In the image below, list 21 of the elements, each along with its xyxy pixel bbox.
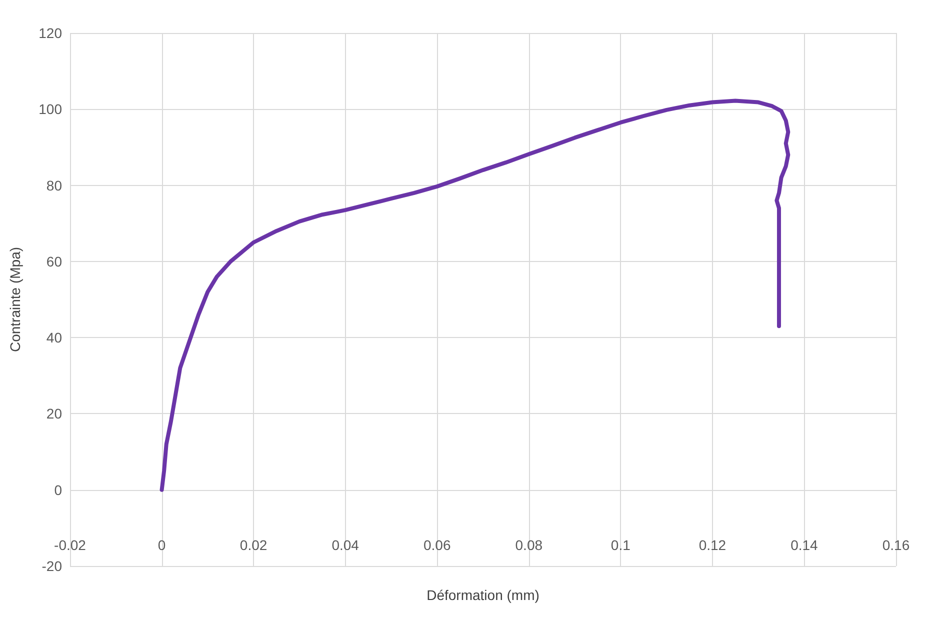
x-tick-label: 0.02 — [240, 537, 268, 553]
y-tick-label: 100 — [38, 101, 62, 118]
x-tick-label: 0.08 — [515, 537, 543, 553]
y-tick-label: -20 — [42, 558, 62, 574]
y-tick-label: 0 — [54, 482, 62, 498]
y-tick-label: 40 — [46, 330, 62, 346]
x-axis-title: Déformation (mm) — [426, 587, 540, 603]
x-tick-label: 0.1 — [610, 537, 631, 553]
y-tick-label: 80 — [46, 177, 62, 194]
x-tick-label: 0.14 — [790, 537, 818, 553]
y-axis-title: Contrainte (Mpa) — [7, 246, 23, 352]
y-tick-label: 120 — [38, 25, 62, 41]
x-tick-label: 0.04 — [332, 537, 360, 553]
x-tick-label: -0.02 — [54, 537, 86, 553]
y-tick-label: 60 — [46, 253, 62, 270]
line-series — [160, 98, 790, 492]
x-tick-label: 0.12 — [698, 537, 726, 553]
x-tick-label: 0 — [158, 537, 166, 553]
x-tick-label: 0.06 — [423, 537, 451, 553]
x-tick-label: 0.16 — [882, 537, 910, 553]
y-tick-label: 20 — [46, 406, 62, 422]
